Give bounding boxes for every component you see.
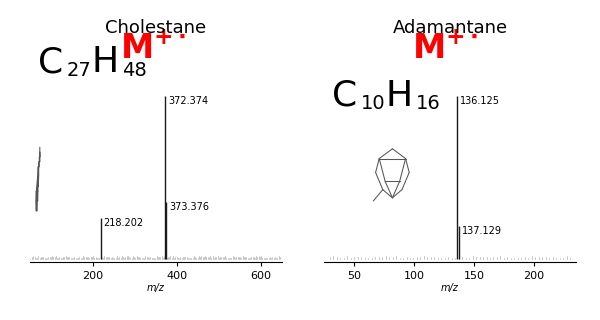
Text: $\mathbf{M^{+\bullet}}$: $\mathbf{M^{+\bullet}}$	[412, 33, 478, 66]
Text: C: C	[332, 79, 357, 113]
Text: $\mathbf{M^{+\bullet}}$: $\mathbf{M^{+\bullet}}$	[120, 33, 186, 66]
Text: 136.125: 136.125	[460, 96, 500, 106]
Text: 10: 10	[361, 94, 385, 113]
Text: 218.202: 218.202	[104, 218, 144, 228]
Text: C: C	[38, 45, 63, 79]
Text: 373.376: 373.376	[169, 202, 209, 212]
Text: H: H	[386, 79, 413, 113]
Text: H: H	[92, 45, 119, 79]
Text: 16: 16	[416, 94, 441, 113]
Text: 137.129: 137.129	[461, 227, 502, 236]
Title: Adamantane: Adamantane	[392, 19, 508, 37]
Title: Cholestane: Cholestane	[106, 19, 206, 37]
Text: 48: 48	[122, 61, 147, 80]
X-axis label: m/z: m/z	[441, 283, 459, 293]
Text: 372.374: 372.374	[169, 96, 209, 106]
X-axis label: m/z: m/z	[147, 283, 165, 293]
Text: 27: 27	[67, 61, 91, 80]
